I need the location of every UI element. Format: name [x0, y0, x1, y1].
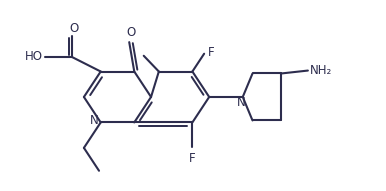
Text: O: O [70, 22, 79, 35]
Text: F: F [208, 46, 214, 59]
Text: HO: HO [25, 50, 43, 63]
Text: O: O [126, 26, 135, 39]
Text: N: N [90, 114, 99, 127]
Text: F: F [189, 152, 196, 165]
Text: N: N [237, 96, 245, 109]
Text: NH₂: NH₂ [310, 64, 332, 77]
